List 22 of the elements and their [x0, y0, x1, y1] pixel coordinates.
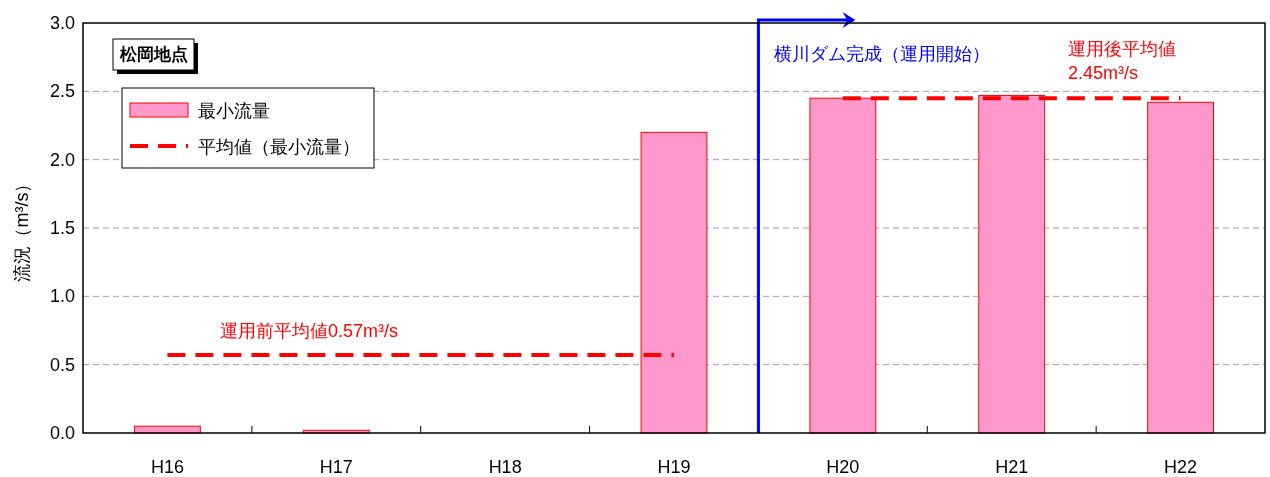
- y-tick-label: 2.0: [49, 149, 75, 170]
- x-tick-label: H20: [826, 457, 860, 477]
- annotation: 松岡地点: [119, 45, 188, 64]
- annotation: 運用前平均値0.57m³/s: [220, 321, 399, 341]
- y-tick-label: 0.0: [49, 423, 75, 443]
- annotation: 横川ダム完成（運用開始）: [774, 44, 990, 64]
- y-tick-label: 1.0: [49, 286, 75, 307]
- y-tick-label: 1.5: [49, 218, 75, 238]
- y-axis-title: 流況（m³/s）: [12, 174, 32, 282]
- bar: [1147, 101, 1214, 434]
- y-tick-label: 2.5: [49, 81, 75, 102]
- x-tick-label: H19: [657, 457, 691, 477]
- x-tick-label: H18: [488, 457, 522, 477]
- x-tick-label: H21: [995, 457, 1029, 477]
- y-tick-label: 0.5: [49, 354, 75, 375]
- x-tick-label: H16: [150, 457, 184, 477]
- legend-label: 最小流量: [198, 101, 270, 121]
- annotation: 運用後平均値 2.45m³/s: [1068, 39, 1176, 83]
- x-tick-label: H17: [319, 457, 353, 477]
- legend-label: 平均値（最小流量）: [198, 137, 360, 157]
- x-tick-label: H22: [1164, 457, 1198, 477]
- y-tick-label: 3.0: [49, 13, 75, 33]
